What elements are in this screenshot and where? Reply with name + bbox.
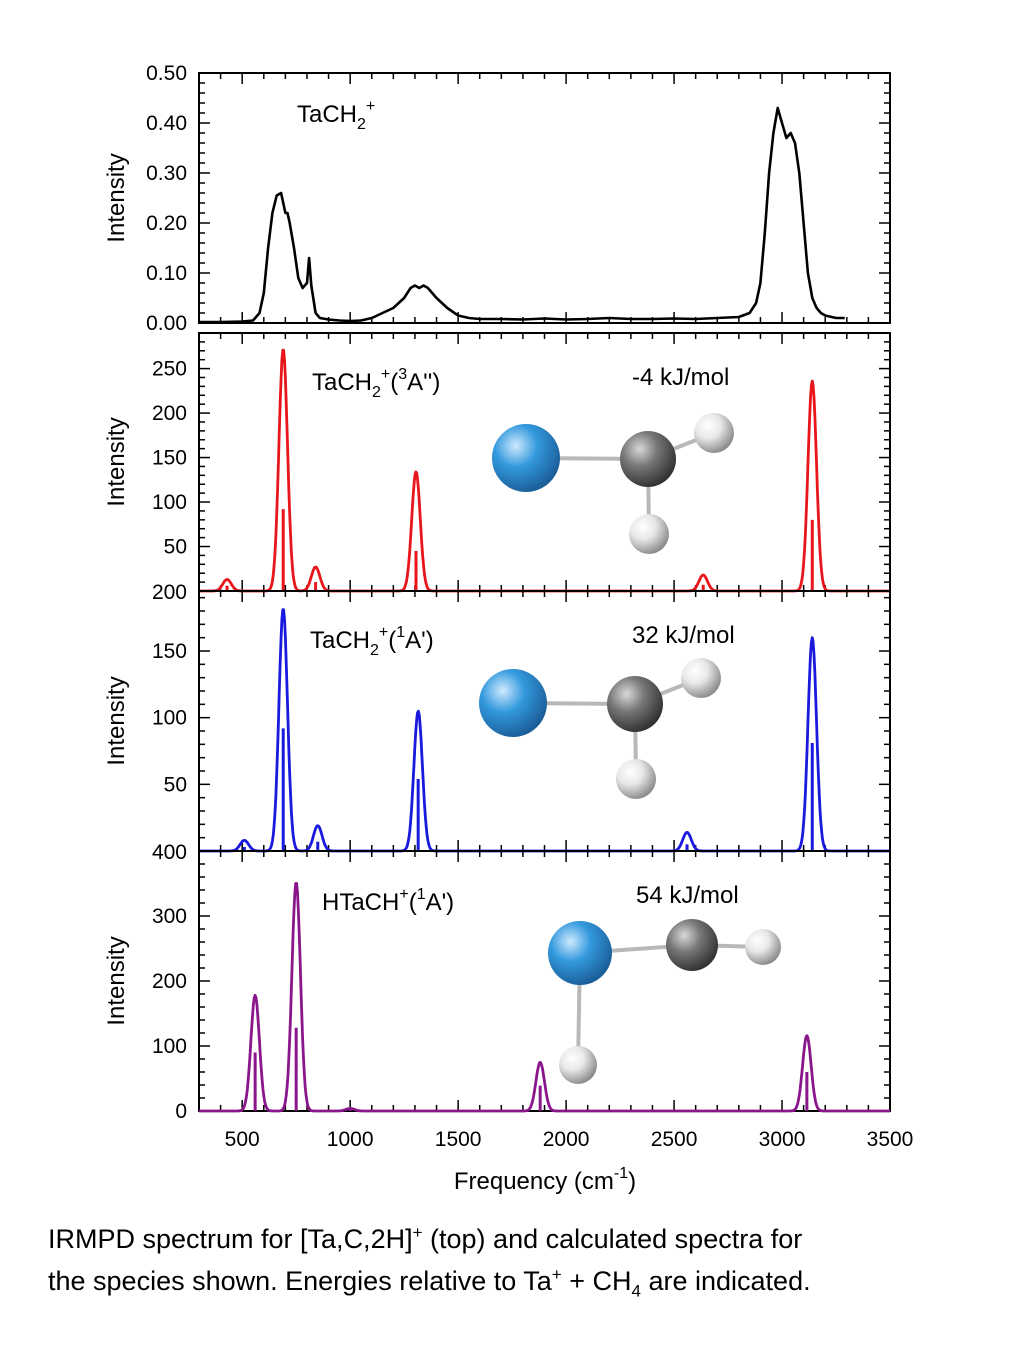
y-tick-label: 300 <box>152 905 187 928</box>
x-tick-label: 3000 <box>759 1128 806 1151</box>
tantalum-atom <box>479 669 547 737</box>
x-tick-label: 3500 <box>867 1128 914 1151</box>
y-tick-label: 150 <box>152 447 187 470</box>
hydrogen-atom <box>616 759 656 799</box>
x-tick-label: 1500 <box>435 1128 482 1151</box>
x-tick-label: 2500 <box>651 1128 698 1151</box>
species-label: TaCH2+(3A'') <box>312 366 440 401</box>
y-tick-label: 200 <box>152 402 187 425</box>
carbon-atom <box>607 676 663 732</box>
hydrogen-atom <box>559 1046 597 1084</box>
hydrogen-atom <box>629 514 669 554</box>
plot-frame <box>198 850 891 1112</box>
y-tick-label: 0.40 <box>146 112 187 135</box>
y-axis-title: Intensity <box>103 417 130 506</box>
panel-htach: 0 100 200 300 Intensity HTaCH+(1A') 54 kJ/mol <box>103 850 891 1123</box>
y-tick-label: 0.00 <box>146 312 187 335</box>
species-label: TaCH2+ <box>297 98 375 133</box>
y-tick-label: 100 <box>152 491 187 514</box>
panel-triplet: 50 100 150 200 250 200 Intensity TaCH2+(3A'') -4… <box>103 332 891 604</box>
x-axis-title: Frequency (cm-1) <box>454 1165 636 1195</box>
figure-caption: IRMPD spectrum for [Ta,C,2H]+ (top) and … <box>48 1218 1008 1302</box>
y-tick-label: 0.50 <box>146 62 187 85</box>
y-tick-label: 150 <box>152 640 187 663</box>
y-tick-label: 0.10 <box>146 262 187 285</box>
y-tick-label: 200 <box>152 581 187 604</box>
y-tick-label: 100 <box>152 707 187 730</box>
x-tick-label: 2000 <box>543 1128 590 1151</box>
x-tick-label: 500 <box>225 1128 260 1151</box>
y-tick-label: 0.20 <box>146 212 187 235</box>
y-tick-label: 200 <box>152 970 187 993</box>
y-tick-label: 400 <box>152 841 187 864</box>
energy-label: 54 kJ/mol <box>636 882 739 909</box>
y-tick-label: 100 <box>152 1035 187 1058</box>
spectra-figure: 0.00 0.10 0.20 0.30 0.40 0.50 Intensity TaCH2+ 5… <box>103 62 914 1195</box>
y-axis-title: Intensity <box>103 153 130 242</box>
molecule-model <box>479 658 721 799</box>
x-tick-label: 1000 <box>327 1128 374 1151</box>
y-axis-title: Intensity <box>103 676 130 765</box>
energy-label: 32 kJ/mol <box>632 622 735 649</box>
tantalum-atom <box>492 424 560 492</box>
hydrogen-atom <box>681 658 721 698</box>
y-tick-label: 0.30 <box>146 162 187 185</box>
molecule-model <box>548 919 781 1084</box>
hydrogen-atom <box>694 413 734 453</box>
spectrum-line <box>199 106 845 324</box>
y-tick-label: 50 <box>164 536 187 559</box>
tantalum-atom <box>548 921 612 985</box>
y-tick-label: 250 <box>152 358 187 381</box>
y-tick-label: 50 <box>164 773 187 796</box>
species-label: TaCH2+(1A') <box>310 624 434 659</box>
hydrogen-atom <box>745 929 781 965</box>
energy-label: -4 kJ/mol <box>632 364 729 391</box>
y-tick-label: 0 <box>175 1100 187 1123</box>
y-axis-title: Intensity <box>103 936 130 1025</box>
carbon-atom <box>620 431 676 487</box>
caption-line-1: IRMPD spectrum for [Ta,C,2H]+ (top) and … <box>48 1223 803 1254</box>
panel-singlet: 50 100 150 400 Intensity TaCH2+(1A') 32 kJ/mol <box>103 590 891 864</box>
species-label: HTaCH+(1A') <box>322 886 454 916</box>
calculated-spectrum-line <box>198 882 891 1113</box>
molecule-model <box>492 413 734 554</box>
carbon-atom <box>666 919 718 971</box>
caption-line-2: the species shown. Energies relative to … <box>48 1265 811 1301</box>
calculated-spectrum-line <box>198 608 891 853</box>
plot-frame <box>198 590 891 852</box>
panel-experiment: 0.00 0.10 0.20 0.30 0.40 0.50 Intensity TaCH2+ <box>103 62 891 335</box>
